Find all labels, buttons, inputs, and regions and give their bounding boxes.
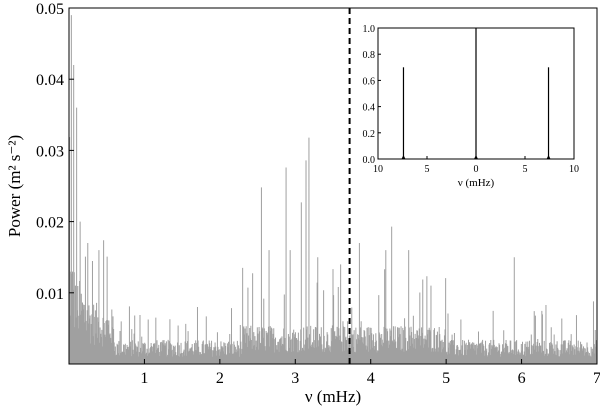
inset-y-tick-label: 0.4 — [363, 103, 376, 114]
x-tick-label: 6 — [518, 370, 526, 387]
inset-spike-base — [546, 155, 551, 159]
main-axes-frame — [68, 7, 598, 365]
inset-x-tick-label: 5 — [523, 164, 528, 175]
x-tick-label: 7 — [593, 370, 600, 387]
x-tick-label: 5 — [442, 370, 450, 387]
x-tick-label: 4 — [367, 370, 375, 387]
y-axis-label: Power (m² s⁻²) — [5, 135, 24, 237]
inset-x-tick-label: 5 — [425, 164, 430, 175]
y-tick-label: 0.03 — [36, 143, 64, 160]
x-tick-label: 3 — [291, 370, 299, 387]
inset-x-axis-label: ν (mHz) — [458, 177, 495, 189]
x-axis-label: ν (mHz) — [305, 387, 361, 406]
inset-y-tick-label: 0.2 — [363, 129, 376, 140]
y-tick-label: 0.04 — [36, 72, 64, 89]
inset-y-tick-label: 0.6 — [363, 76, 376, 87]
inset-y-tick-label: 1.0 — [363, 24, 376, 35]
inset-x-tick-label: 0 — [474, 164, 479, 175]
inset-x-tick-label: 10 — [569, 164, 579, 175]
y-tick-label: 0.05 — [36, 1, 64, 18]
inset-y-tick-label: 0.0 — [363, 155, 376, 166]
y-tick-label: 0.02 — [36, 215, 64, 232]
x-tick-label: 2 — [216, 370, 224, 387]
y-tick-label: 0.01 — [36, 286, 64, 303]
inset-x-tick-label: 10 — [373, 164, 383, 175]
inset-y-tick-label: 0.8 — [363, 50, 376, 61]
inset-spike-base — [401, 155, 406, 159]
x-tick-label: 1 — [140, 370, 148, 387]
